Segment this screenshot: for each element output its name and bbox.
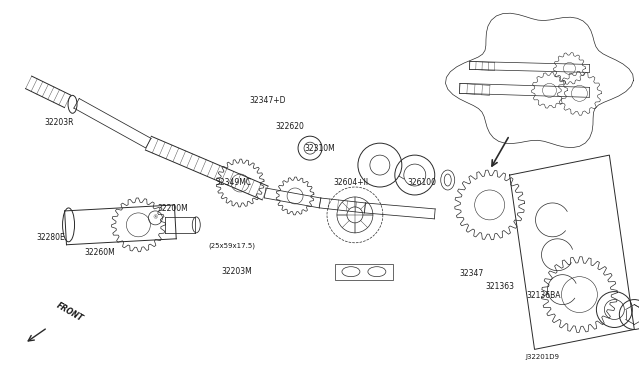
Text: 32200M: 32200M — [157, 204, 189, 213]
Text: 32347: 32347 — [460, 269, 484, 278]
Text: ®: ® — [152, 215, 158, 220]
Text: 32280E: 32280E — [36, 233, 65, 243]
Text: 321363: 321363 — [486, 282, 515, 291]
Text: (25x59x17.5): (25x59x17.5) — [209, 242, 255, 248]
Text: 32604+II: 32604+II — [333, 178, 368, 187]
Text: 32136BA: 32136BA — [526, 291, 561, 300]
Bar — [335, 264, 393, 280]
Text: J32201D9: J32201D9 — [525, 354, 559, 360]
Text: 326100: 326100 — [408, 178, 436, 187]
Text: 32203M: 32203M — [221, 267, 252, 276]
Text: 32349MC: 32349MC — [216, 178, 252, 187]
Text: 322620: 322620 — [276, 122, 305, 131]
Text: 32260M: 32260M — [84, 248, 115, 257]
Text: FRONT: FRONT — [54, 301, 84, 324]
Text: 32310M: 32310M — [305, 144, 335, 153]
Text: 32203R: 32203R — [45, 119, 74, 128]
Text: 32347+D: 32347+D — [250, 96, 286, 105]
